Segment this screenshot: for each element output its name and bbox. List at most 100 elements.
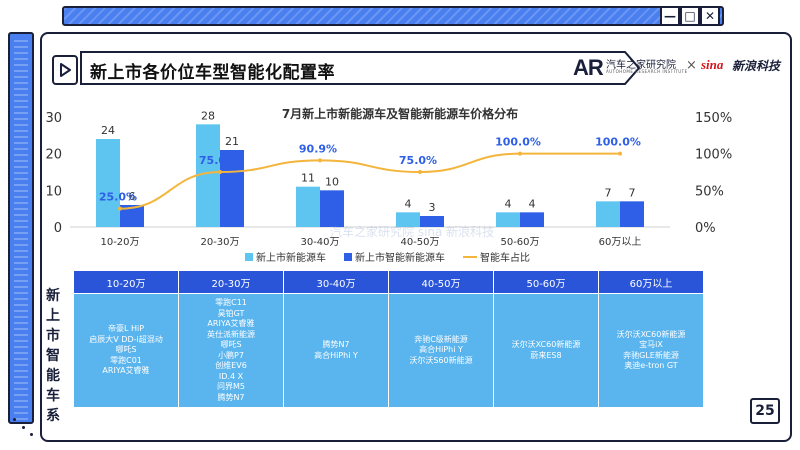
model-name: 奔驰GLE新能源 xyxy=(623,350,679,360)
bar-value-label: 28 xyxy=(201,109,215,122)
sina-logo-mark: sina xyxy=(701,57,724,72)
table-cell-models: 帝豪L HiP 启辰大V DD-i超混动 哪吒S 零跑C01 ARIYA艾睿雅 xyxy=(73,293,179,408)
x-tick-label: 30-40万 xyxy=(300,237,339,248)
model-name: 高合HiPhi Y xyxy=(314,350,358,360)
model-name: 蔚来ES8 xyxy=(530,350,562,360)
bar-smart-nev xyxy=(620,201,644,227)
model-name: 奔驰C级新能源 xyxy=(414,334,468,344)
table-cell-models: 腾势N7 高合HiPhi Y xyxy=(283,293,389,408)
table-cell-models: 奔驰C级新能源 高合HiPhi Y 沃尔沃S60新能源 xyxy=(388,293,494,408)
bar-value-label: 3 xyxy=(429,201,436,214)
y-left-tick-label: 20 xyxy=(45,148,62,163)
line-point xyxy=(518,151,522,156)
minimize-icon[interactable]: — xyxy=(660,6,680,26)
line-smart-ratio xyxy=(119,152,620,210)
bar-nev xyxy=(196,124,220,227)
line-point xyxy=(618,151,622,156)
bar-value-label: 11 xyxy=(301,172,315,185)
title-banner xyxy=(80,51,640,85)
side-label-char: 市 xyxy=(46,328,60,344)
model-name: ID.4 X xyxy=(218,371,244,381)
line-point xyxy=(318,158,322,163)
line-point xyxy=(418,170,422,174)
top-title-bar xyxy=(62,6,724,26)
model-name: 帝豪L HiP xyxy=(107,324,145,334)
model-name: 问界M5 xyxy=(217,382,245,391)
chart-title: 7月新上市新能源车及智能新能源车价格分布 xyxy=(282,106,518,121)
table-cell-models: 沃尔沃XC60新能源 宝马iX 奔驰GLE新能源 奥迪e-tron GT xyxy=(598,293,704,408)
model-name: 零跑C01 xyxy=(110,355,142,365)
legend-swatch xyxy=(245,253,253,261)
side-label-char: 新 xyxy=(46,288,60,304)
model-name: 高合HiPhi Y xyxy=(419,345,463,355)
table-cell-models: 零跑C11 昊铂GT ARIYA艾睿雅 英仕派新能源 哪吒S 小鹏P7 创维EV6 ID.4 … xyxy=(178,293,284,408)
model-name: 哪吒S xyxy=(115,345,137,355)
table-column-header: 40-50万 xyxy=(388,270,494,294)
autohome-logo-subtitle: AUTOHOME RESEARCH INSTITUTE xyxy=(606,69,688,74)
legend-label: 新上市新能源车 xyxy=(256,251,326,264)
model-name: 沃尔沃S60新能源 xyxy=(409,355,473,365)
bar-value-label: 7 xyxy=(605,186,612,199)
y-left-tick-label: 30 xyxy=(45,111,62,126)
model-name: 创维EV6 xyxy=(215,361,247,370)
watermark: 汽车之家研究院 sina 新浪科技 xyxy=(330,225,495,239)
model-name: 腾势N7 xyxy=(322,340,350,349)
y-left-tick-label: 0 xyxy=(54,221,62,236)
x-tick-label: 10-20万 xyxy=(100,237,139,248)
table-column-header: 20-30万 xyxy=(178,270,284,294)
x-tick-label: 50-60万 xyxy=(500,237,539,248)
model-name: 沃尔沃XC60新能源 xyxy=(511,340,581,349)
autohome-logo-name: 汽车之家研究院 xyxy=(606,60,676,71)
maximize-icon[interactable]: □ xyxy=(680,6,700,26)
side-label-char: 上 xyxy=(46,308,60,324)
line-value-label: 75.0% xyxy=(199,154,237,167)
model-name: 小鹏P7 xyxy=(218,350,244,360)
bar-smart-nev xyxy=(520,212,544,227)
page-title: 新上市各价位车型智能化配置率 xyxy=(90,63,335,83)
model-name: 宝马iX xyxy=(639,340,663,349)
x-tick-label: 20-30万 xyxy=(200,237,239,248)
side-label-char: 能 xyxy=(46,368,60,384)
model-name: 启辰大V DD-i超混动 xyxy=(89,334,163,344)
model-name: 昊铂GT xyxy=(217,308,245,318)
close-icon[interactable]: ✕ xyxy=(700,6,720,26)
x-tick-label: 40-50万 xyxy=(400,237,439,248)
bar-nev xyxy=(496,212,520,227)
y-right-tick-label: 0% xyxy=(695,221,716,236)
sina-logo-name: 新浪科技 xyxy=(732,59,781,73)
line-value-label: 100.0% xyxy=(495,136,541,149)
model-name: 沃尔沃XC60新能源 xyxy=(616,329,686,339)
play-icon[interactable] xyxy=(52,55,78,85)
y-left-tick-label: 10 xyxy=(45,184,62,199)
bar-value-label: 21 xyxy=(225,135,239,148)
side-label-char: 系 xyxy=(46,408,60,424)
bar-value-label: 7 xyxy=(629,186,636,199)
table-column-header: 50-60万 xyxy=(493,270,599,294)
bar-nev xyxy=(296,186,320,227)
model-name: 英仕派新能源 xyxy=(207,329,255,339)
model-name: 奥迪e-tron GT xyxy=(624,361,678,370)
legend-label: 新上市智能新能源车 xyxy=(355,251,445,264)
bar-value-label: 6 xyxy=(129,190,136,203)
side-label-char: 智 xyxy=(46,348,60,364)
bar-smart-nev xyxy=(320,190,344,227)
line-point xyxy=(118,206,122,211)
bar-value-label: 4 xyxy=(529,197,536,210)
model-config-table: 10-20万 20-30万 30-40万 40-50万 50-60万 60万以上 帝豪L … xyxy=(73,270,704,408)
x-tick-label: 60万以上 xyxy=(599,236,642,248)
bar-value-label: 4 xyxy=(505,197,512,210)
line-value-label: 75.0% xyxy=(399,154,437,167)
y-right-tick-label: 100% xyxy=(695,148,732,163)
model-name: 零跑C11 xyxy=(215,298,247,307)
logo-separator: × xyxy=(686,58,697,73)
bar-value-label: 4 xyxy=(405,197,412,210)
side-label-char: 车 xyxy=(46,388,60,404)
line-value-label: 90.9% xyxy=(299,142,337,155)
price-distribution-chart: 7月新上市新能源车及智能新能源车价格分布 0 10 20 30 0% 50% 100% 150%… xyxy=(45,106,732,264)
bar-smart-nev xyxy=(220,150,244,227)
bar-nev xyxy=(396,212,420,227)
bar-value-label: 10 xyxy=(325,175,339,188)
legend-swatch xyxy=(344,253,352,261)
table-column-header: 60万以上 xyxy=(598,270,704,294)
